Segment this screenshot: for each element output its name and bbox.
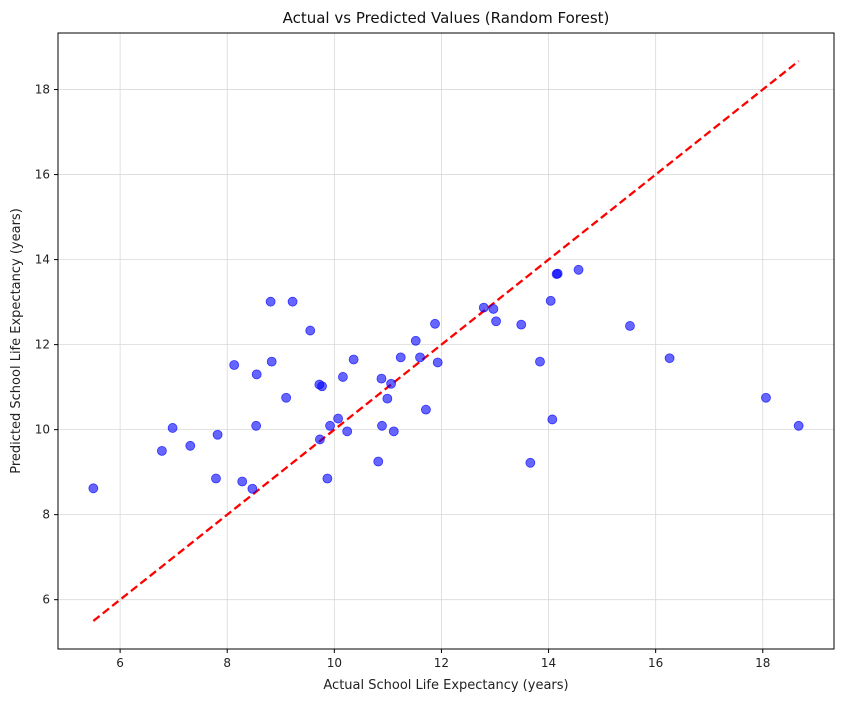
data-point bbox=[281, 392, 292, 403]
data-point bbox=[305, 325, 316, 336]
reference-line-group bbox=[92, 60, 800, 622]
data-point bbox=[317, 381, 327, 392]
data-point bbox=[373, 456, 384, 467]
data-point bbox=[516, 319, 527, 330]
x-tick-label: 18 bbox=[755, 656, 770, 670]
data-point bbox=[573, 264, 584, 275]
data-point bbox=[266, 356, 277, 367]
data-point bbox=[247, 483, 258, 494]
data-point bbox=[88, 483, 99, 494]
data-point bbox=[156, 445, 167, 456]
data-point bbox=[211, 473, 221, 484]
data-point bbox=[491, 316, 501, 327]
data-point bbox=[314, 434, 325, 445]
y-tick-label: 6 bbox=[42, 593, 50, 607]
x-tick-label: 14 bbox=[541, 656, 556, 670]
data-point bbox=[625, 321, 635, 331]
data-point bbox=[793, 420, 804, 431]
data-point bbox=[432, 357, 443, 368]
x-tick-label: 6 bbox=[116, 656, 124, 670]
data-point bbox=[212, 429, 223, 440]
y-tick-label: 10 bbox=[35, 423, 50, 437]
data-point bbox=[488, 304, 499, 314]
data-point bbox=[395, 352, 406, 363]
y-tick-label: 14 bbox=[35, 253, 50, 267]
chart-title: Actual vs Predicted Values (Random Fores… bbox=[283, 9, 610, 27]
x-tick-label: 10 bbox=[327, 656, 342, 670]
x-axis-ticks: 6 8 10 12 14 16 18 bbox=[116, 649, 770, 670]
data-point bbox=[525, 457, 536, 468]
data-point bbox=[167, 423, 178, 433]
data-point bbox=[552, 268, 563, 279]
data-point bbox=[251, 420, 262, 431]
data-point bbox=[761, 392, 771, 403]
data-point bbox=[265, 296, 276, 307]
data-point bbox=[325, 420, 335, 431]
y-tick-label: 18 bbox=[35, 83, 50, 97]
data-point bbox=[547, 414, 558, 425]
y-axis-label: Predicted School Life Expectancy (years) bbox=[9, 208, 24, 474]
data-point bbox=[377, 420, 387, 431]
data-point bbox=[333, 413, 343, 424]
data-point bbox=[376, 373, 387, 384]
data-point bbox=[388, 426, 399, 437]
x-tick-label: 12 bbox=[434, 656, 449, 670]
data-point bbox=[348, 354, 359, 365]
data-point bbox=[535, 356, 545, 367]
data-point bbox=[545, 295, 556, 306]
data-point bbox=[287, 296, 298, 307]
y-tick-label: 12 bbox=[35, 338, 50, 352]
x-tick-label: 8 bbox=[223, 656, 231, 670]
x-tick-label: 16 bbox=[648, 656, 663, 670]
data-point bbox=[386, 378, 397, 389]
data-point bbox=[421, 404, 431, 415]
data-point bbox=[322, 473, 333, 484]
grid-lines bbox=[58, 33, 834, 649]
data-point bbox=[430, 318, 440, 329]
y-tick-label: 16 bbox=[35, 168, 50, 182]
x-axis-label: Actual School Life Expectancy (years) bbox=[323, 678, 568, 693]
data-point bbox=[338, 372, 348, 382]
data-point bbox=[229, 360, 240, 370]
y-axis-ticks: 6 8 10 12 14 16 18 bbox=[35, 83, 58, 607]
reference-line bbox=[92, 60, 800, 622]
data-point bbox=[251, 369, 262, 380]
data-point bbox=[664, 353, 675, 364]
y-tick-label: 8 bbox=[42, 508, 50, 522]
data-point bbox=[415, 352, 425, 363]
data-point bbox=[410, 335, 421, 346]
data-points bbox=[88, 264, 804, 494]
data-point bbox=[185, 440, 196, 451]
data-point bbox=[382, 393, 393, 404]
plot-area-frame bbox=[57, 32, 835, 650]
data-point bbox=[237, 476, 248, 487]
data-point bbox=[342, 426, 353, 437]
data-point bbox=[478, 302, 489, 313]
